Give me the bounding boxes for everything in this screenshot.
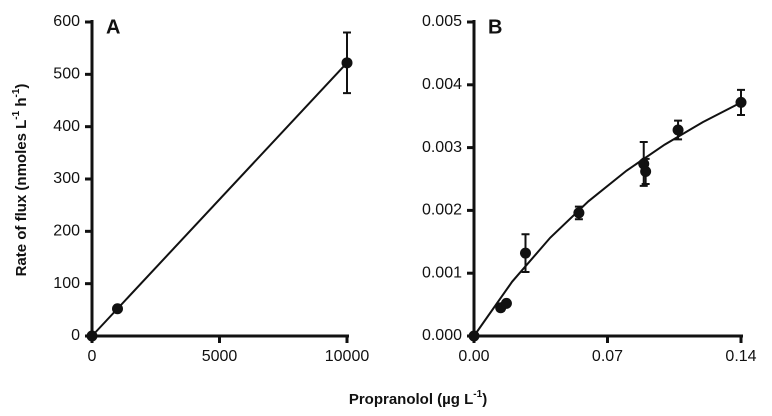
y-tick-label: 0	[71, 327, 80, 344]
y-tick-label: 400	[53, 118, 80, 135]
y-tick-label: 0.004	[422, 76, 462, 93]
label-part: h	[13, 97, 30, 110]
fit-line	[473, 101, 742, 337]
y-tick-label: 100	[53, 275, 80, 292]
data-point	[341, 57, 353, 69]
label-part: -1	[11, 110, 22, 119]
panel-label: A	[106, 16, 120, 38]
label-part: Rate of flux (nmoles L	[13, 120, 30, 277]
data-point	[735, 96, 747, 108]
y-tick-label: 600	[53, 13, 80, 30]
data-point	[640, 165, 652, 177]
label-part: -1	[11, 88, 22, 97]
x-tick-label: 10000	[325, 348, 370, 365]
data-point	[672, 124, 684, 136]
data-point	[573, 207, 585, 219]
y-tick-label: 0.005	[422, 13, 462, 30]
label-part: )	[482, 391, 487, 408]
y-tick-label: 300	[53, 170, 80, 187]
fit-line	[91, 62, 348, 337]
x-tick-label: 0.14	[725, 348, 756, 365]
data-point	[112, 303, 123, 315]
x-tick-label: 0	[88, 348, 97, 365]
data-point	[86, 330, 98, 342]
y-tick-label: 0.003	[422, 139, 462, 156]
data-point	[500, 297, 512, 309]
y-tick-label: 200	[53, 223, 80, 240]
axes	[90, 20, 349, 338]
label-part: )	[13, 84, 30, 89]
x-tick-label: 0.00	[458, 348, 489, 365]
y-tick-label: 500	[53, 66, 80, 83]
data-point	[468, 330, 480, 342]
x-tick-label: 5000	[202, 348, 238, 365]
x-axis-label: Propranolol (µg L-1)	[349, 389, 487, 408]
y-tick-label: 0.001	[422, 264, 462, 281]
panel-label: B	[488, 16, 502, 38]
label-part: -1	[473, 389, 482, 400]
y-axis-label: Rate of flux (nmoles L-1 h-1)	[11, 84, 30, 277]
y-tick-label: 0.002	[422, 202, 462, 219]
label-part: Propranolol (µg L	[349, 391, 473, 408]
axes	[472, 20, 743, 338]
data-point	[519, 247, 531, 259]
x-tick-label: 0.07	[592, 348, 623, 365]
y-tick-label: 0.000	[422, 327, 462, 344]
